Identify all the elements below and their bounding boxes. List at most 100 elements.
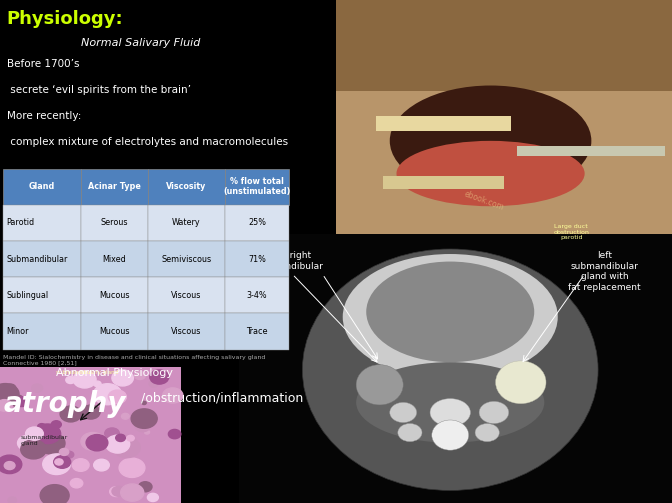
- Circle shape: [0, 399, 12, 411]
- Text: ebook.com: ebook.com: [463, 190, 505, 213]
- Circle shape: [105, 428, 120, 439]
- Bar: [148, 277, 225, 313]
- Circle shape: [106, 435, 130, 453]
- Circle shape: [32, 384, 42, 392]
- Circle shape: [147, 493, 159, 501]
- Circle shape: [59, 449, 69, 455]
- Circle shape: [21, 440, 46, 459]
- Ellipse shape: [430, 398, 470, 427]
- Circle shape: [93, 459, 110, 471]
- Ellipse shape: [302, 249, 598, 490]
- Bar: [81, 205, 148, 241]
- Text: Parotid: Parotid: [7, 218, 35, 227]
- Text: 3-4%: 3-4%: [247, 291, 267, 300]
- Text: Sublingual: Sublingual: [7, 291, 49, 300]
- Bar: [225, 313, 289, 350]
- Circle shape: [122, 413, 129, 419]
- Circle shape: [54, 456, 71, 468]
- Text: More recently:: More recently:: [7, 111, 81, 121]
- Circle shape: [73, 371, 96, 388]
- Circle shape: [135, 420, 151, 432]
- Circle shape: [9, 395, 24, 406]
- Text: Abnormal Physiology: Abnormal Physiology: [56, 368, 173, 378]
- Text: Trace: Trace: [247, 327, 267, 336]
- Text: Normal Salivary Fluid: Normal Salivary Fluid: [81, 38, 200, 48]
- Bar: [148, 205, 225, 241]
- Circle shape: [169, 430, 181, 439]
- Circle shape: [163, 388, 183, 403]
- Ellipse shape: [356, 365, 403, 405]
- Circle shape: [119, 458, 145, 477]
- Bar: [3, 205, 81, 241]
- Ellipse shape: [396, 141, 585, 206]
- Circle shape: [110, 487, 123, 496]
- Circle shape: [475, 424, 499, 442]
- Circle shape: [81, 405, 100, 419]
- Bar: [383, 176, 504, 189]
- Circle shape: [398, 424, 422, 442]
- Text: Physiology:: Physiology:: [7, 10, 124, 28]
- Text: % flow total
(unstimulated): % flow total (unstimulated): [223, 177, 291, 196]
- Text: secrete ‘evil spirits from the brain’: secrete ‘evil spirits from the brain’: [7, 85, 191, 95]
- Text: 25%: 25%: [248, 218, 266, 227]
- Text: atrophy: atrophy: [3, 390, 126, 418]
- Circle shape: [108, 390, 126, 403]
- Text: Before 1700’s: Before 1700’s: [7, 59, 79, 69]
- Bar: [3, 277, 81, 313]
- Bar: [3, 169, 81, 205]
- Text: Viscosity: Viscosity: [166, 182, 207, 191]
- Circle shape: [39, 429, 60, 444]
- Bar: [3, 241, 81, 277]
- Circle shape: [66, 376, 75, 383]
- Circle shape: [93, 384, 122, 405]
- Circle shape: [0, 384, 19, 404]
- Circle shape: [36, 433, 65, 454]
- Bar: [81, 241, 148, 277]
- Bar: [336, 0, 672, 91]
- Text: submandibulary gland: submandibulary gland: [56, 370, 118, 375]
- Circle shape: [26, 427, 43, 440]
- Text: /obstruction/inflammation: /obstruction/inflammation: [141, 391, 303, 404]
- Circle shape: [40, 485, 69, 503]
- Circle shape: [72, 459, 89, 471]
- Bar: [81, 313, 148, 350]
- Circle shape: [8, 497, 17, 503]
- Circle shape: [38, 424, 46, 430]
- Circle shape: [144, 430, 150, 434]
- Bar: [336, 0, 672, 234]
- Text: Acinar Type: Acinar Type: [88, 182, 140, 191]
- Circle shape: [5, 384, 16, 392]
- Text: Viscous: Viscous: [171, 327, 202, 336]
- Text: submandibular
gland: submandibular gland: [20, 435, 67, 446]
- Text: normal right
submandibular
gland: normal right submandibular gland: [255, 252, 323, 281]
- Circle shape: [55, 459, 63, 465]
- Bar: [225, 169, 289, 205]
- Text: Viscous: Viscous: [171, 291, 202, 300]
- Circle shape: [479, 401, 509, 424]
- Text: Semiviscous: Semiviscous: [161, 255, 212, 264]
- Circle shape: [4, 462, 15, 470]
- Bar: [225, 277, 289, 313]
- Circle shape: [150, 370, 169, 384]
- Circle shape: [113, 437, 140, 458]
- Text: Watery: Watery: [172, 218, 201, 227]
- Ellipse shape: [431, 420, 469, 450]
- Circle shape: [71, 478, 83, 488]
- Circle shape: [112, 370, 133, 386]
- Bar: [225, 241, 289, 277]
- Circle shape: [26, 432, 54, 453]
- Ellipse shape: [343, 254, 558, 380]
- Circle shape: [65, 451, 74, 458]
- Circle shape: [86, 435, 108, 451]
- Circle shape: [149, 380, 158, 387]
- Text: 71%: 71%: [248, 255, 266, 264]
- Text: Mixed: Mixed: [102, 255, 126, 264]
- Circle shape: [32, 433, 45, 443]
- Circle shape: [390, 402, 417, 423]
- Circle shape: [131, 409, 157, 429]
- Bar: [3, 313, 81, 350]
- Circle shape: [127, 436, 134, 441]
- Text: Mucous: Mucous: [99, 291, 130, 300]
- Bar: [81, 169, 148, 205]
- Text: Large duct
obstruction
parotid: Large duct obstruction parotid: [553, 224, 589, 240]
